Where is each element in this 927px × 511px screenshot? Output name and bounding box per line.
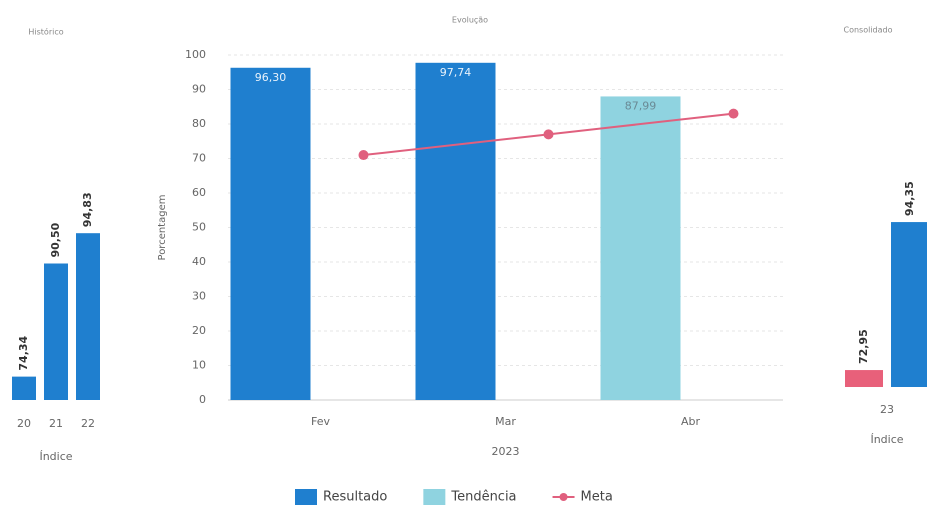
x-tick-label: 20 — [17, 417, 31, 430]
legend-swatch — [559, 493, 568, 501]
value-label: 87,99 — [625, 99, 657, 112]
x-axis-label: Índice — [870, 433, 903, 446]
x-tick-label: Fev — [311, 415, 330, 428]
value-label: 72,95 — [857, 329, 870, 364]
legend-label: Meta — [581, 490, 613, 505]
bar — [44, 263, 68, 400]
value-label: 90,50 — [49, 222, 62, 257]
bar — [891, 222, 927, 387]
value-label: 74,34 — [17, 335, 30, 370]
value-label: 94,83 — [81, 192, 94, 227]
value-label: 97,74 — [440, 66, 472, 79]
y-tick-label: 90 — [192, 83, 206, 96]
y-tick-label: 100 — [185, 48, 206, 61]
x-axis-label: Índice — [39, 450, 72, 463]
y-tick-label: 0 — [199, 393, 206, 406]
x-tick-label: 23 — [880, 403, 894, 416]
legend-label: Tendência — [450, 490, 516, 505]
value-label: 96,30 — [255, 71, 287, 84]
chart-title: Evolução — [452, 16, 488, 25]
bar — [415, 62, 496, 401]
point — [358, 150, 369, 161]
bar — [76, 233, 100, 400]
y-tick-label: 60 — [192, 186, 206, 199]
value-label: 94,35 — [903, 181, 916, 216]
y-tick-label: 10 — [192, 359, 206, 372]
y-axis-label: Porcentagem — [157, 195, 168, 261]
y-tick-label: 50 — [192, 221, 206, 234]
bar — [845, 370, 883, 387]
point — [728, 108, 739, 119]
x-axis-label: 2023 — [492, 445, 520, 458]
x-tick-label: Abr — [681, 415, 701, 428]
chart-title: Histórico — [28, 27, 63, 37]
bar — [230, 67, 311, 400]
y-tick-label: 40 — [192, 255, 206, 268]
y-tick-label: 70 — [192, 152, 206, 165]
legend-label: Resultado — [323, 490, 387, 505]
x-tick-label: 22 — [81, 417, 95, 430]
x-tick-label: 21 — [49, 417, 63, 430]
chart-title: Consolidado — [843, 26, 892, 35]
legend-swatch — [295, 489, 317, 505]
y-tick-label: 30 — [192, 290, 206, 303]
bar — [12, 376, 36, 400]
y-tick-label: 80 — [192, 117, 206, 130]
bar — [600, 96, 681, 400]
y-tick-label: 20 — [192, 324, 206, 337]
legend-swatch — [423, 489, 446, 505]
x-tick-label: Mar — [495, 415, 516, 428]
point — [543, 129, 554, 140]
